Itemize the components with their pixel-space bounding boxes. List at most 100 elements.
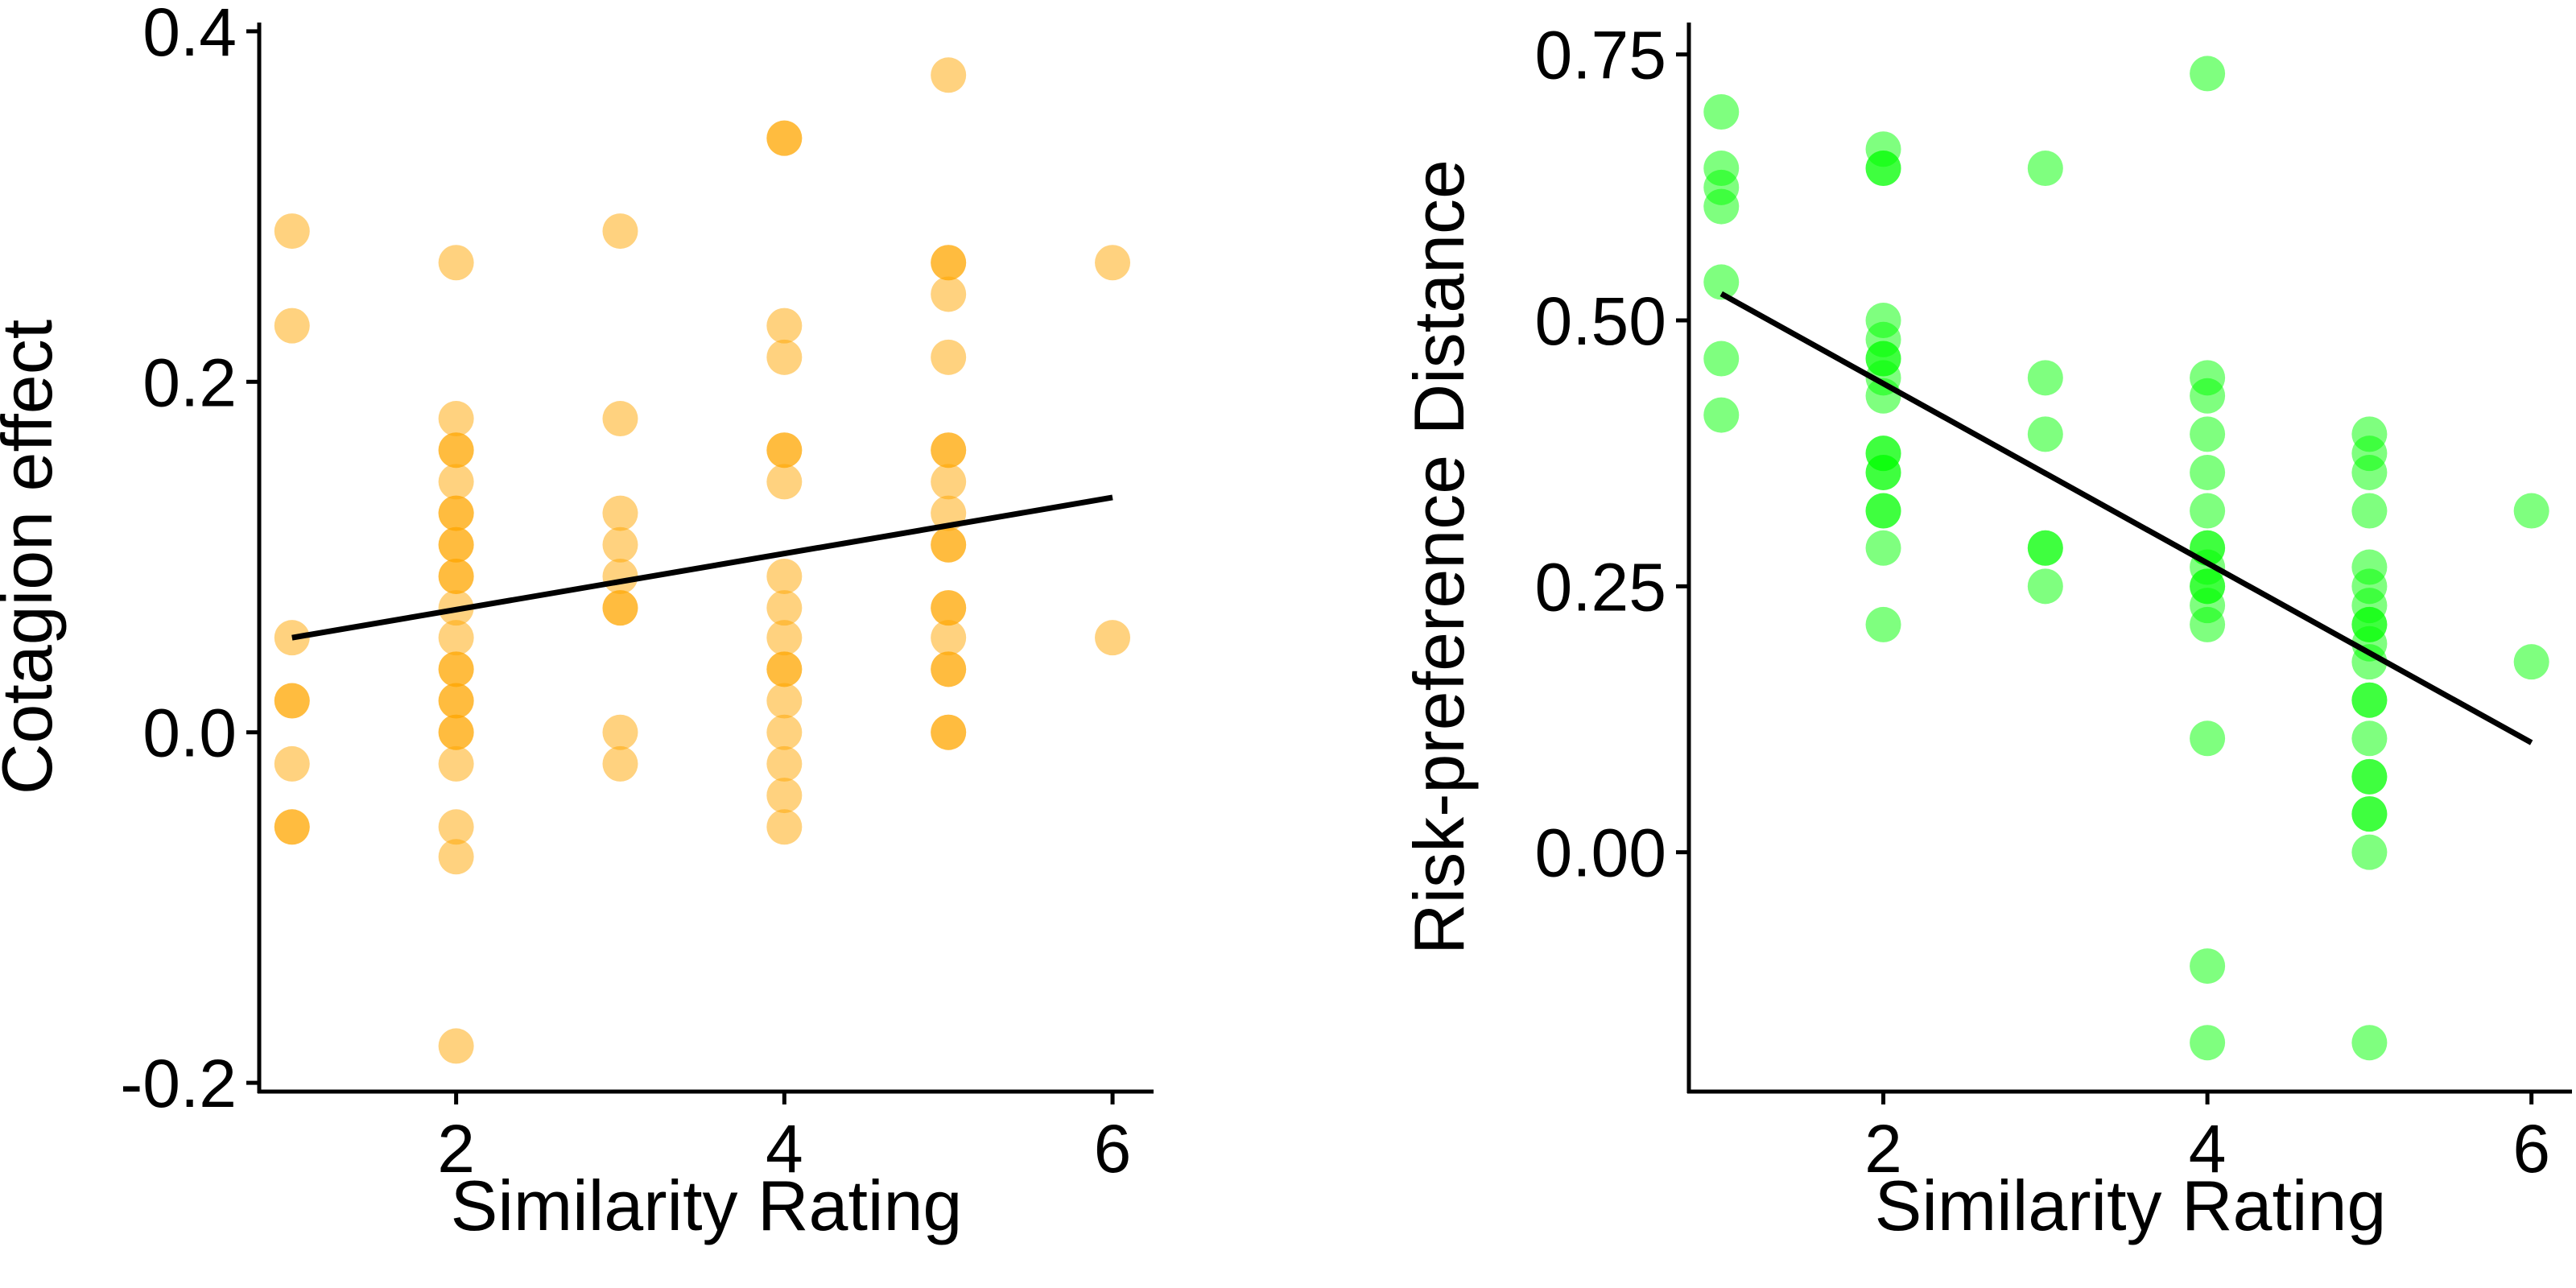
- y-tick-label: -0.2: [120, 1046, 237, 1121]
- data-point: [2190, 56, 2226, 92]
- data-point: [602, 495, 638, 531]
- data-point: [438, 432, 474, 469]
- data-point: [2351, 454, 2388, 490]
- trend-line: [291, 494, 1113, 641]
- data-point: [1865, 454, 1901, 490]
- data-point: [2351, 682, 2388, 718]
- data-point: [931, 339, 967, 375]
- data-point: [1703, 93, 1740, 130]
- data-point: [2190, 454, 2226, 490]
- data-point: [931, 432, 967, 469]
- data-point: [2190, 493, 2226, 529]
- data-point: [438, 809, 474, 845]
- data-point: [766, 339, 803, 375]
- data-point: [2190, 606, 2226, 642]
- x-tick-label: 6: [1094, 1111, 1132, 1187]
- data-point: [2351, 493, 2388, 529]
- data-point: [438, 526, 474, 563]
- data-point: [2027, 568, 2063, 605]
- y-tick-label: 0.0: [142, 696, 237, 771]
- left-scatter-panel: -0.2 0.0 0.2 0.4 2 4 6 Similarity Rating Cotagio…: [0, 0, 1154, 1245]
- data-point: [2027, 360, 2063, 396]
- data-point: [438, 745, 474, 782]
- data-point: [1865, 606, 1901, 642]
- data-point: [438, 651, 474, 687]
- data-point: [2513, 644, 2549, 680]
- right-scatter-panel: 0.00 0.25 0.50 0.75 2 4 6 Similarity Rating Risk…: [1399, 18, 2572, 1245]
- data-point: [2027, 151, 2063, 187]
- x-tick-label: 2: [1864, 1111, 1902, 1187]
- data-point: [602, 714, 638, 750]
- x-tick-label: 2: [437, 1111, 475, 1187]
- data-point: [766, 308, 803, 344]
- data-point: [2027, 530, 2063, 566]
- data-point: [602, 558, 638, 594]
- y-tick-label: 0.75: [1535, 18, 1667, 93]
- trend-line: [1719, 291, 2533, 745]
- data-point: [2351, 834, 2388, 870]
- data-point: [438, 683, 474, 719]
- data-point: [438, 620, 474, 656]
- data-point: [438, 245, 474, 281]
- data-point: [602, 745, 638, 782]
- y-tick-label: 0.00: [1535, 815, 1667, 891]
- data-point: [2513, 493, 2549, 529]
- data-point: [766, 590, 803, 626]
- data-point: [274, 809, 310, 845]
- data-point: [931, 714, 967, 750]
- data-point: [438, 1028, 474, 1064]
- data-point: [274, 683, 310, 719]
- data-point: [766, 120, 803, 156]
- data-point: [766, 714, 803, 750]
- data-point: [766, 432, 803, 469]
- data-point: [2351, 1025, 2388, 1061]
- data-point: [931, 245, 967, 281]
- y-tick-label: 0.2: [142, 345, 237, 420]
- data-point: [2351, 758, 2388, 795]
- y-axis-title: Cotagion effect: [0, 320, 67, 795]
- data-point: [438, 401, 474, 437]
- data-point: [602, 401, 638, 437]
- x-tick-label: 4: [2189, 1111, 2227, 1187]
- data-point: [2351, 720, 2388, 757]
- data-point: [766, 464, 803, 500]
- data-point: [2027, 416, 2063, 452]
- x-axis-title: Similarity Rating: [451, 1166, 963, 1245]
- data-point: [1703, 188, 1740, 225]
- data-point: [1865, 151, 1901, 187]
- data-point: [766, 809, 803, 845]
- data-point: [602, 213, 638, 250]
- data-point: [438, 714, 474, 750]
- y-tick-label: 0.50: [1535, 283, 1667, 359]
- data-point: [931, 620, 967, 656]
- data-point: [2190, 378, 2226, 414]
- data-point: [1703, 341, 1740, 377]
- data-point: [1095, 620, 1131, 656]
- data-point: [766, 745, 803, 782]
- data-point: [2190, 416, 2226, 452]
- data-point: [766, 778, 803, 814]
- x-axis-title: Similarity Rating: [1875, 1166, 2387, 1245]
- data-point: [2351, 644, 2388, 680]
- data-point: [1865, 530, 1901, 566]
- data-point: [1703, 264, 1740, 300]
- data-point: [2190, 1025, 2226, 1061]
- data-point: [438, 464, 474, 500]
- data-point: [1095, 245, 1131, 281]
- data-point: [931, 590, 967, 626]
- data-point: [766, 651, 803, 687]
- data-point: [2190, 948, 2226, 985]
- y-tick-label: 0.4: [142, 0, 237, 70]
- data-point: [931, 276, 967, 312]
- data-point: [2190, 720, 2226, 757]
- data-point: [766, 683, 803, 719]
- data-point: [274, 308, 310, 344]
- data-point: [602, 526, 638, 563]
- data-point: [931, 57, 967, 93]
- data-point: [1865, 493, 1901, 529]
- data-point: [931, 651, 967, 687]
- data-point: [766, 558, 803, 594]
- data-point: [274, 745, 310, 782]
- x-tick-label: 6: [2512, 1111, 2550, 1187]
